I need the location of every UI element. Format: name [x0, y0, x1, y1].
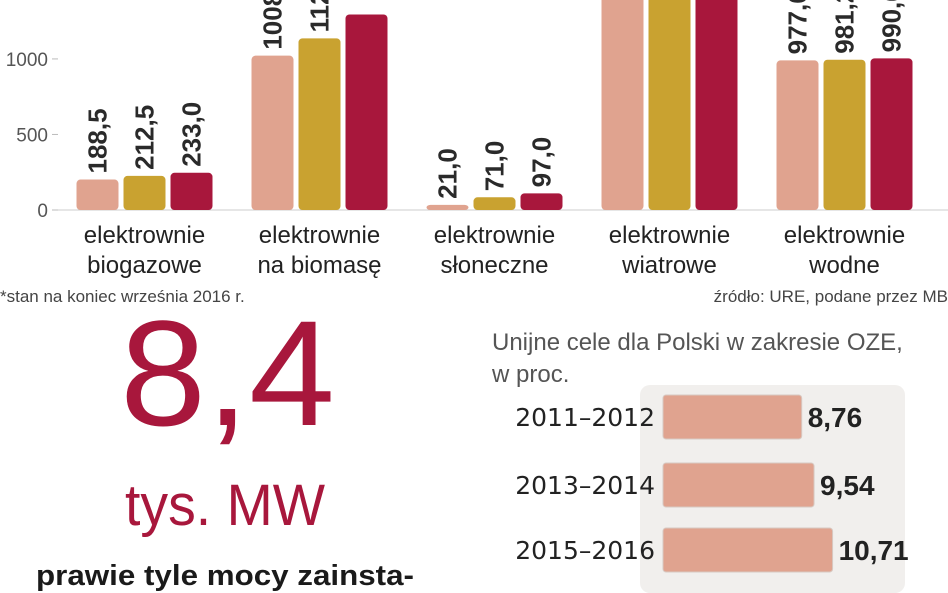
x-tick-label-line: elektrownie: [84, 222, 205, 249]
bar: [123, 175, 166, 210]
bar: [426, 204, 469, 210]
x-tick-label: elektrownie wodne: [784, 222, 905, 279]
value-label: 9,54: [820, 470, 875, 501]
value-label: 10,71: [839, 535, 909, 566]
value-label: 1008,2: [258, 0, 288, 50]
value-label: 188,5: [83, 108, 113, 173]
bar: [662, 462, 815, 508]
bar: [662, 527, 834, 573]
footnote: *stan na koniec września 2016 r.: [0, 287, 245, 306]
x-tick-label-line: elektrownie: [434, 222, 555, 249]
y-tick-label: 2015–2016: [515, 536, 655, 565]
bar: [870, 58, 913, 211]
value-label: 1281,1: [352, 0, 382, 8]
y-tick-label: 2013–2014: [515, 471, 655, 500]
y-tick-label: 1000: [6, 50, 48, 71]
bar: [251, 55, 294, 211]
x-tick-label-line: elektrownie: [609, 222, 730, 249]
bar: [695, 0, 738, 210]
value-label: 1122,7: [305, 0, 335, 32]
y-tick-label: 0: [37, 201, 48, 222]
value-label: 981,2: [830, 0, 860, 54]
value-label: 212,5: [130, 105, 160, 170]
bar: [648, 0, 691, 210]
x-tick-label: elektrownie na biomasę: [257, 222, 381, 279]
bar: [776, 60, 819, 210]
y-tick-label: 2011–2012: [515, 403, 655, 432]
x-tick-label-line: wodne: [808, 252, 880, 279]
value-label: 97,0: [527, 137, 557, 188]
value-label: 977,0: [783, 0, 813, 54]
x-tick-label: elektrownie biogazowe: [84, 222, 205, 279]
value-label: 71,0: [480, 141, 510, 192]
x-tick-label-line: elektrownie: [784, 222, 905, 249]
x-tick-label-line: biogazowe: [87, 252, 202, 279]
highlight-number: 8,4: [120, 289, 335, 457]
bar: [520, 193, 563, 210]
x-tick-label-line: elektrownie: [259, 222, 380, 249]
bar: [473, 197, 516, 210]
source: źródło: URE, podane przez MB: [714, 287, 948, 306]
bar: [298, 38, 341, 210]
x-tick-label-line: na biomasę: [257, 252, 381, 279]
value-label: 21,0: [433, 148, 463, 199]
x-tick-label: elektrownie wiatrowe: [609, 222, 730, 279]
bar: [76, 179, 119, 210]
y-tick-label: 500: [16, 125, 48, 146]
highlight-unit: tys. MW: [125, 473, 325, 538]
bar: [662, 394, 803, 440]
bar: [823, 59, 866, 210]
value-label: 233,0: [177, 102, 207, 167]
highlight-text: prawie tyle mocy zainsta-: [36, 560, 414, 592]
chart-title: Unijne cele dla Polski w zakresie OZE,: [492, 329, 903, 356]
bar: [170, 172, 213, 210]
chart-title: w proc.: [491, 361, 569, 388]
x-tick-label: elektrownie słoneczne: [434, 222, 555, 279]
value-label: 8,76: [808, 402, 863, 433]
bar: [601, 0, 644, 210]
x-tick-label-line: wiatrowe: [621, 252, 717, 279]
bar: [345, 14, 388, 211]
x-tick-label-line: słoneczne: [440, 252, 548, 279]
value-label: 990,6: [877, 0, 907, 52]
